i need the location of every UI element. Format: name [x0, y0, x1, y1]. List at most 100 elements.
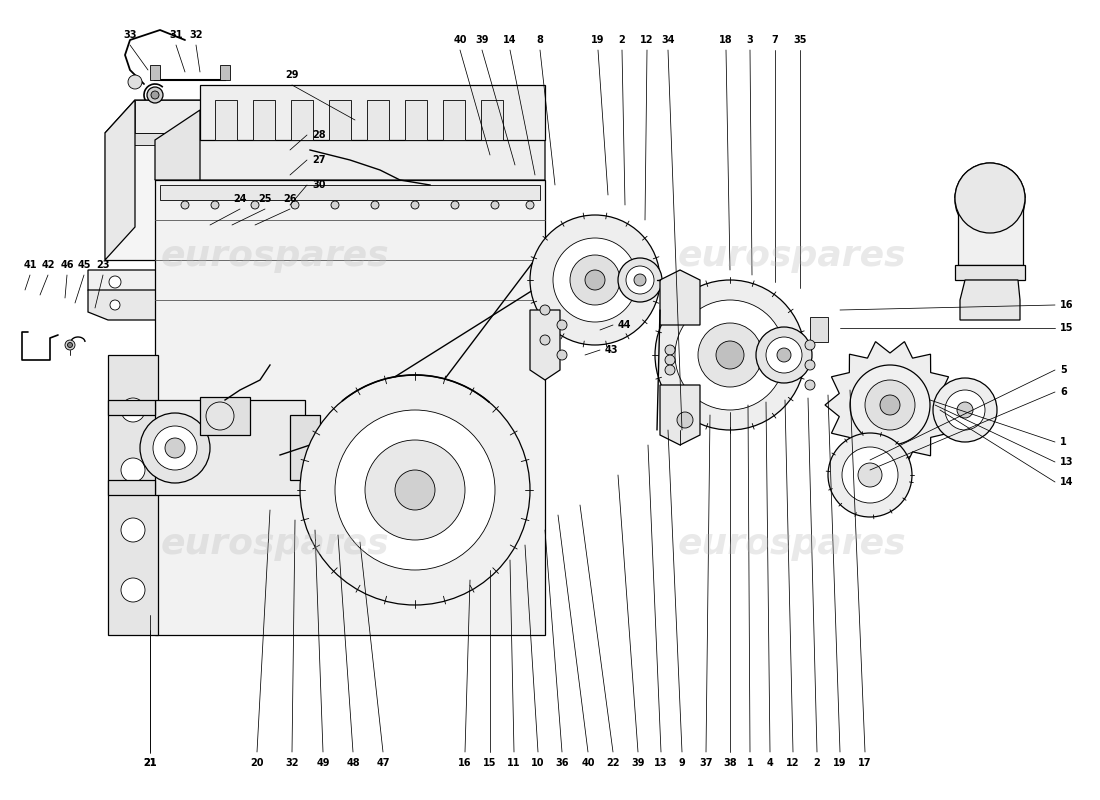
Circle shape [280, 300, 290, 310]
Text: 20: 20 [251, 758, 264, 768]
Circle shape [828, 433, 912, 517]
Text: 21: 21 [143, 758, 156, 768]
Circle shape [865, 380, 915, 430]
Text: 45: 45 [77, 260, 90, 270]
Circle shape [365, 440, 465, 540]
Polygon shape [660, 270, 700, 325]
FancyBboxPatch shape [214, 100, 236, 140]
Text: 37: 37 [700, 758, 713, 768]
Circle shape [666, 345, 675, 355]
Text: 28: 28 [312, 130, 326, 140]
Polygon shape [104, 100, 280, 133]
Text: 16: 16 [459, 758, 472, 768]
Text: 31: 31 [169, 30, 183, 40]
Circle shape [336, 410, 495, 570]
FancyBboxPatch shape [443, 100, 465, 140]
Text: 13: 13 [1060, 457, 1074, 467]
Polygon shape [108, 400, 155, 415]
Text: 29: 29 [285, 70, 299, 80]
Text: 30: 30 [312, 180, 326, 190]
Text: 43: 43 [605, 345, 618, 355]
Circle shape [955, 163, 1025, 233]
Text: 21: 21 [143, 758, 156, 768]
Circle shape [530, 215, 660, 345]
Text: 34: 34 [661, 35, 674, 45]
Circle shape [67, 342, 73, 347]
FancyBboxPatch shape [155, 400, 305, 495]
Text: 42: 42 [42, 260, 55, 270]
Text: 1: 1 [1060, 437, 1067, 447]
Circle shape [395, 470, 434, 510]
Circle shape [109, 276, 121, 288]
Circle shape [206, 402, 234, 430]
FancyBboxPatch shape [150, 65, 160, 80]
FancyBboxPatch shape [290, 415, 320, 480]
FancyBboxPatch shape [108, 355, 158, 635]
Text: 39: 39 [631, 758, 645, 768]
FancyBboxPatch shape [292, 100, 313, 140]
Circle shape [557, 320, 566, 330]
Text: eurospares: eurospares [161, 239, 389, 273]
Circle shape [331, 201, 339, 209]
FancyBboxPatch shape [200, 397, 250, 435]
Text: 22: 22 [606, 758, 619, 768]
Circle shape [666, 365, 675, 375]
Circle shape [151, 91, 160, 99]
Circle shape [654, 280, 805, 430]
Text: 2: 2 [618, 35, 626, 45]
Text: 48: 48 [346, 758, 360, 768]
Text: 32: 32 [189, 30, 202, 40]
Circle shape [371, 201, 380, 209]
Text: 26: 26 [284, 194, 297, 204]
Text: 18: 18 [719, 35, 733, 45]
Text: eurospares: eurospares [161, 527, 389, 561]
Text: 16: 16 [1060, 300, 1074, 310]
Polygon shape [960, 280, 1020, 320]
FancyBboxPatch shape [220, 65, 230, 80]
Circle shape [540, 305, 550, 315]
Text: 23: 23 [97, 260, 110, 270]
Polygon shape [155, 140, 544, 180]
Polygon shape [660, 385, 700, 445]
Circle shape [716, 341, 744, 369]
Text: 12: 12 [786, 758, 800, 768]
Circle shape [557, 350, 566, 360]
Polygon shape [825, 342, 955, 468]
Polygon shape [135, 100, 280, 133]
Text: 7: 7 [771, 35, 779, 45]
Text: 24: 24 [233, 194, 246, 204]
Text: 11: 11 [507, 758, 520, 768]
Circle shape [933, 378, 997, 442]
Text: 8: 8 [537, 35, 543, 45]
Text: eurospares: eurospares [678, 239, 906, 273]
Polygon shape [104, 100, 135, 260]
Circle shape [858, 463, 882, 487]
Text: 12: 12 [640, 35, 653, 45]
Text: eurospares: eurospares [678, 527, 906, 561]
Text: 32: 32 [285, 758, 299, 768]
Circle shape [121, 518, 145, 542]
Circle shape [110, 300, 120, 310]
Circle shape [585, 270, 605, 290]
Text: 3: 3 [747, 35, 754, 45]
FancyBboxPatch shape [405, 100, 427, 140]
Circle shape [279, 276, 292, 288]
Circle shape [676, 412, 693, 428]
Circle shape [121, 578, 145, 602]
Circle shape [491, 201, 499, 209]
Circle shape [666, 355, 675, 365]
Circle shape [121, 398, 145, 422]
Circle shape [553, 238, 637, 322]
Circle shape [211, 201, 219, 209]
Circle shape [221, 91, 229, 99]
Text: 27: 27 [312, 155, 326, 165]
Circle shape [675, 300, 785, 410]
Text: 35: 35 [793, 35, 806, 45]
Text: 19: 19 [834, 758, 847, 768]
Circle shape [634, 274, 646, 286]
Polygon shape [88, 290, 315, 320]
Circle shape [957, 402, 974, 418]
Text: 9: 9 [679, 758, 685, 768]
FancyBboxPatch shape [481, 100, 503, 140]
FancyBboxPatch shape [104, 135, 280, 260]
